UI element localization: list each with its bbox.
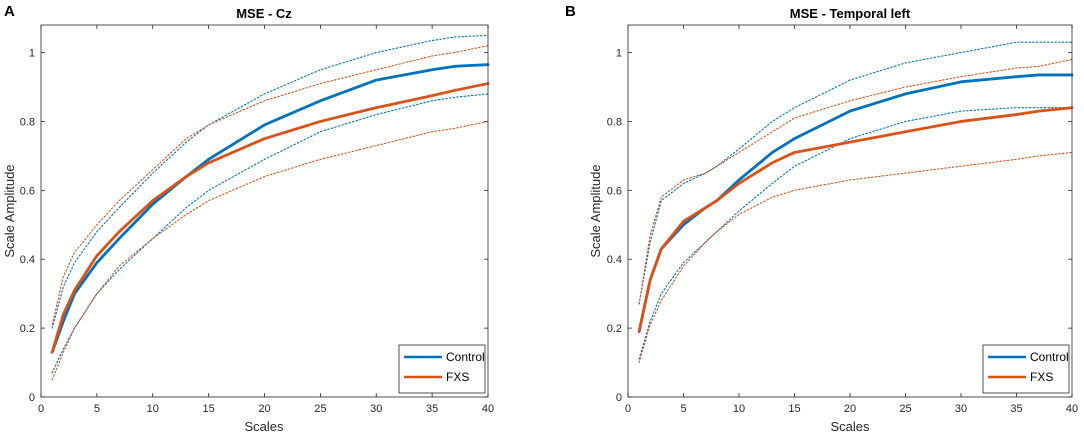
y-tick-label: 1 — [29, 48, 35, 60]
series-line-fxs — [50, 82, 490, 354]
x-tick-label: 25 — [314, 403, 326, 415]
x-tick-label: 30 — [370, 403, 382, 415]
series-line-fxs — [637, 106, 1074, 333]
panel-letter: B — [565, 3, 576, 20]
x-tick-label: 5 — [94, 403, 100, 415]
y-tick-label: 0.6 — [607, 185, 622, 197]
series-line-control — [637, 73, 1074, 333]
plot-frame — [40, 24, 489, 398]
x-tick-label: 5 — [680, 403, 686, 415]
legend-label-control: Control — [446, 350, 485, 364]
y-axis-label: Scale Amplitude — [2, 164, 17, 257]
y-tick-label: 0.4 — [607, 254, 622, 266]
panel-a: A MSE - Cz Scales Scale Amplitude 0 5 10 15… — [2, 3, 494, 434]
y-tick-label: 0 — [616, 392, 622, 404]
x-tick-label: 40 — [482, 403, 494, 415]
chart-title: MSE - Temporal left — [790, 6, 911, 21]
y-axis-label: Scale Amplitude — [588, 164, 603, 257]
y-tick-label: 0.4 — [20, 254, 35, 266]
x-tick-label: 35 — [1010, 403, 1022, 415]
y-tick-label: 0.8 — [607, 116, 622, 128]
legend: Control FXS — [398, 344, 486, 394]
series-line-fxs-upper — [638, 58, 1073, 305]
y-tick-label: 0.6 — [20, 185, 35, 197]
x-tick-label: 35 — [426, 403, 438, 415]
x-tick-label: 15 — [788, 403, 800, 415]
series-line-fxs-upper — [51, 45, 489, 326]
plot-layer — [637, 41, 1074, 364]
legend-box — [982, 344, 1070, 394]
panel-letter: A — [4, 3, 15, 20]
chart-title: MSE - Cz — [236, 6, 292, 21]
tick-layer: 0 5 10 15 20 25 30 35 40 0 0.2 0.4 0.6 0.8 1 — [20, 25, 494, 415]
y-tick-label: 0.2 — [20, 323, 35, 335]
series-line-fxs-lower — [638, 151, 1073, 364]
panel-b: B MSE - Temporal left Scales Scale Ampli… — [565, 3, 1078, 434]
legend-label-fxs: FXS — [446, 370, 469, 384]
legend: Control FXS — [982, 344, 1070, 394]
y-tick-label: 1 — [616, 48, 622, 60]
series-line-control-upper — [638, 41, 1073, 305]
series-line-control-upper — [51, 34, 489, 329]
plot-layer — [50, 34, 490, 381]
x-axis-label: Scales — [830, 419, 870, 434]
x-tick-label: 0 — [38, 403, 44, 415]
x-tick-label: 10 — [147, 403, 159, 415]
series-line-fxs-lower — [51, 120, 489, 381]
x-tick-label: 10 — [733, 403, 745, 415]
x-tick-label: 20 — [258, 403, 270, 415]
legend-label-fxs: FXS — [1030, 370, 1053, 384]
x-tick-label: 15 — [203, 403, 215, 415]
x-tick-label: 0 — [625, 403, 631, 415]
x-tick-label: 20 — [844, 403, 856, 415]
legend-label-control: Control — [1030, 350, 1069, 364]
x-axis-label: Scales — [244, 419, 284, 434]
x-tick-label: 25 — [899, 403, 911, 415]
plot-frame — [627, 24, 1073, 398]
series-line-control-lower — [638, 107, 1073, 360]
tick-layer: 0 5 10 15 20 25 30 35 40 0 0.2 0.4 0.6 0.8 1 — [607, 25, 1078, 415]
series-line-control — [50, 63, 490, 354]
y-tick-label: 0.2 — [607, 323, 622, 335]
x-tick-label: 40 — [1066, 403, 1078, 415]
x-tick-label: 30 — [955, 403, 967, 415]
y-tick-label: 0.8 — [20, 116, 35, 128]
y-tick-label: 0 — [29, 392, 35, 404]
legend-box — [398, 344, 486, 394]
